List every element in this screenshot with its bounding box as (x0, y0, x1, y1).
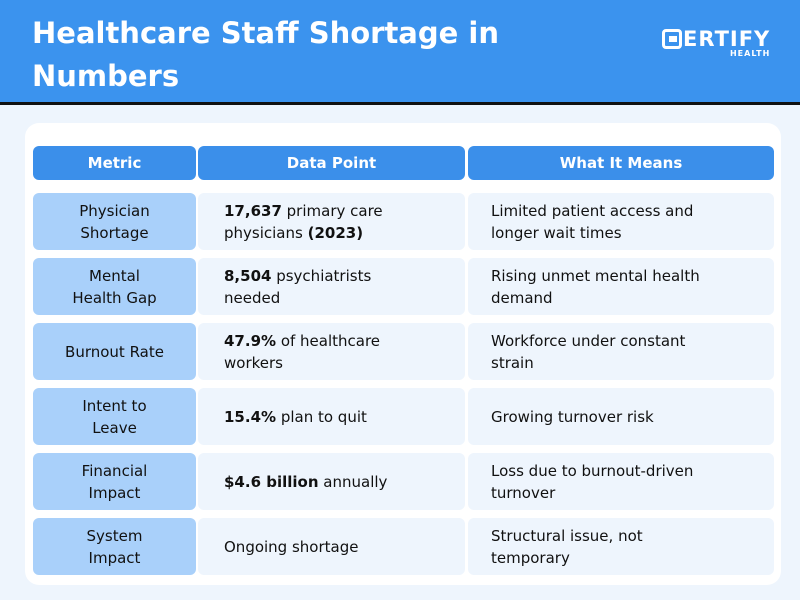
data-point-cell: 47.9% of healthcare workers (198, 323, 465, 380)
meaning-text: Loss due to burnout-driven turnover (491, 461, 694, 502)
data-point-bold: 15.4% (224, 407, 277, 426)
data-point-data: Ongoing shortage (224, 537, 359, 556)
metric-label: Burnout Rate (65, 342, 164, 361)
column-header: What It Means (468, 146, 774, 180)
meaning-cell: Loss due to burnout-driven turnover (468, 453, 774, 510)
metric-cell: Intent to Leave (33, 388, 196, 445)
metric-label: Physician Shortage (79, 201, 150, 242)
logo-c-icon (662, 29, 682, 49)
meaning-cell: Workforce under constant strain (468, 323, 774, 380)
metric-cell: Physician Shortage (33, 193, 196, 250)
metric-cell: Mental Health Gap (33, 258, 196, 315)
meaning-text: Structural issue, not temporary (491, 526, 643, 567)
meaning-cell: Limited patient access and longer wait t… (468, 193, 774, 250)
meaning-cell: Rising unmet mental health demand (468, 258, 774, 315)
metric-cell: System Impact (33, 518, 196, 575)
data-point-data: psychiatrists needed (224, 266, 372, 307)
data-point-data: of healthcare workers (224, 331, 381, 372)
certify-health-logo: ERTIFY HEALTH (662, 27, 770, 58)
meaning-cell: Growing turnover risk (468, 388, 774, 445)
logo-sub: HEALTH (729, 49, 771, 58)
metric-cell: Financial Impact (33, 453, 196, 510)
meaning-cell: Structural issue, not temporary (468, 518, 774, 575)
data-point-bold: 8,504 (224, 266, 272, 285)
meaning-text: Limited patient access and longer wait t… (491, 201, 694, 242)
metric-label: Intent to Leave (82, 396, 147, 437)
data-point-cell: 8,504 psychiatrists needed (198, 258, 465, 315)
meaning-text: Workforce under constant strain (491, 331, 686, 372)
data-point-bold: 17,637 (224, 201, 282, 220)
metric-label: Financial Impact (81, 461, 148, 502)
column-header: Data Point (198, 146, 465, 180)
metric-cell: Burnout Rate (33, 323, 196, 380)
data-point-cell: Ongoing shortage (198, 518, 465, 575)
meaning-text: Rising unmet mental health demand (491, 266, 700, 307)
data-point-data: annually (318, 472, 388, 491)
data-point-cell: 15.4% plan to quit (198, 388, 465, 445)
data-point-bold: 47.9% (224, 331, 277, 350)
metric-label: System Impact (86, 526, 143, 567)
data-point-bold2: (2023) (307, 223, 364, 242)
data-point-data: primary care physicians (224, 201, 383, 242)
column-header: Metric (33, 146, 196, 180)
page-title: Healthcare Staff Shortage in Numbers (32, 16, 499, 93)
metric-label: Mental Health Gap (72, 266, 157, 307)
data-point-bold: $4.6 billion (224, 472, 319, 491)
header-banner: Healthcare Staff Shortage in Numbers ERT… (0, 0, 800, 105)
meaning-text: Growing turnover risk (491, 407, 654, 426)
data-point-cell: $4.6 billion annually (198, 453, 465, 510)
data-point-cell: 17,637 primary care physicians (2023) (198, 193, 465, 250)
data-point-data: plan to quit (276, 407, 367, 426)
